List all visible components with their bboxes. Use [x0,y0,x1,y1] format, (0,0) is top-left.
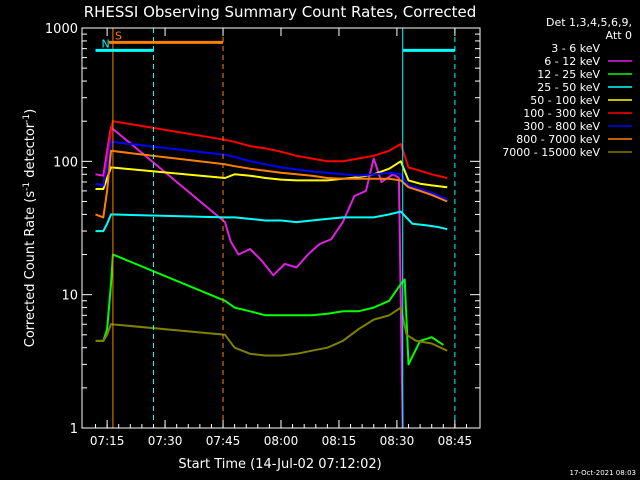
legend-label-25-50: 25 - 50 keV [537,81,600,94]
legend-label-300-800: 300 - 800 keV [523,120,600,133]
y-tick-label: 1000 [45,22,78,37]
x-axis: 07:15 07:30 07:45 08:00 08:15 08:30 08:45 [90,28,472,448]
legend-label-7000-15000: 7000 - 15000 keV [502,146,600,159]
series-line-25-50-kev [95,210,448,233]
annotation-label-s: S [115,29,122,42]
legend-label-6-12: 6 - 12 keV [544,55,600,68]
series-line-800-7000-kev [95,149,448,219]
y-tick-label: 1 [70,422,78,437]
series-line-12-25-kev [95,253,444,366]
x-tick-label: 08:15 [322,434,357,448]
series-line-100-300-kev [95,120,448,187]
x-tick-label: 08:45 [438,434,473,448]
series-line-3-6-kev [95,126,448,190]
series-line-300-800-kev [95,140,448,201]
legend-label-800-7000: 800 - 7000 keV [516,133,600,146]
legend-label-3-6: 3 - 6 keV [551,42,600,55]
y-tick-label: 10 [61,289,78,304]
x-tick-label: 08:30 [380,434,415,448]
annotation-group: SN [95,29,455,52]
chart-title: RHESSI Observing Summary Count Rates, Co… [84,3,477,21]
x-tick-label: 08:00 [264,434,299,448]
annotation-label-n: N [102,37,110,50]
vline-group [112,28,456,428]
y-tick-label: 100 [53,155,78,170]
legend-label-100-300: 100 - 300 keV [523,107,600,120]
legend-label-50-100: 50 - 100 keV [530,94,600,107]
x-tick-label: 07:15 [90,434,125,448]
legend-header-line-2: Att 0 [606,29,632,42]
series-line-7000-15000-kev [95,306,448,357]
x-tick-label: 07:45 [206,434,241,448]
series-line-50-100-kev [95,160,448,190]
legend-label-12-25: 12 - 25 keV [537,68,600,81]
series-line-6-12-kev [95,126,404,429]
y-axis: 1 10 100 1000 [45,22,480,437]
legend-header-line-1: Det 1,3,4,5,6,9, [546,16,632,29]
series-group [95,120,448,429]
x-axis-label: Start Time (14-Jul-02 07:12:02) [178,457,381,472]
x-tick-label: 07:30 [148,434,183,448]
footer-date: 17-Oct-2021 08:03 [570,469,636,477]
y-axis-label: Corrected Count Rate (s-1 detector-1) [22,109,38,347]
